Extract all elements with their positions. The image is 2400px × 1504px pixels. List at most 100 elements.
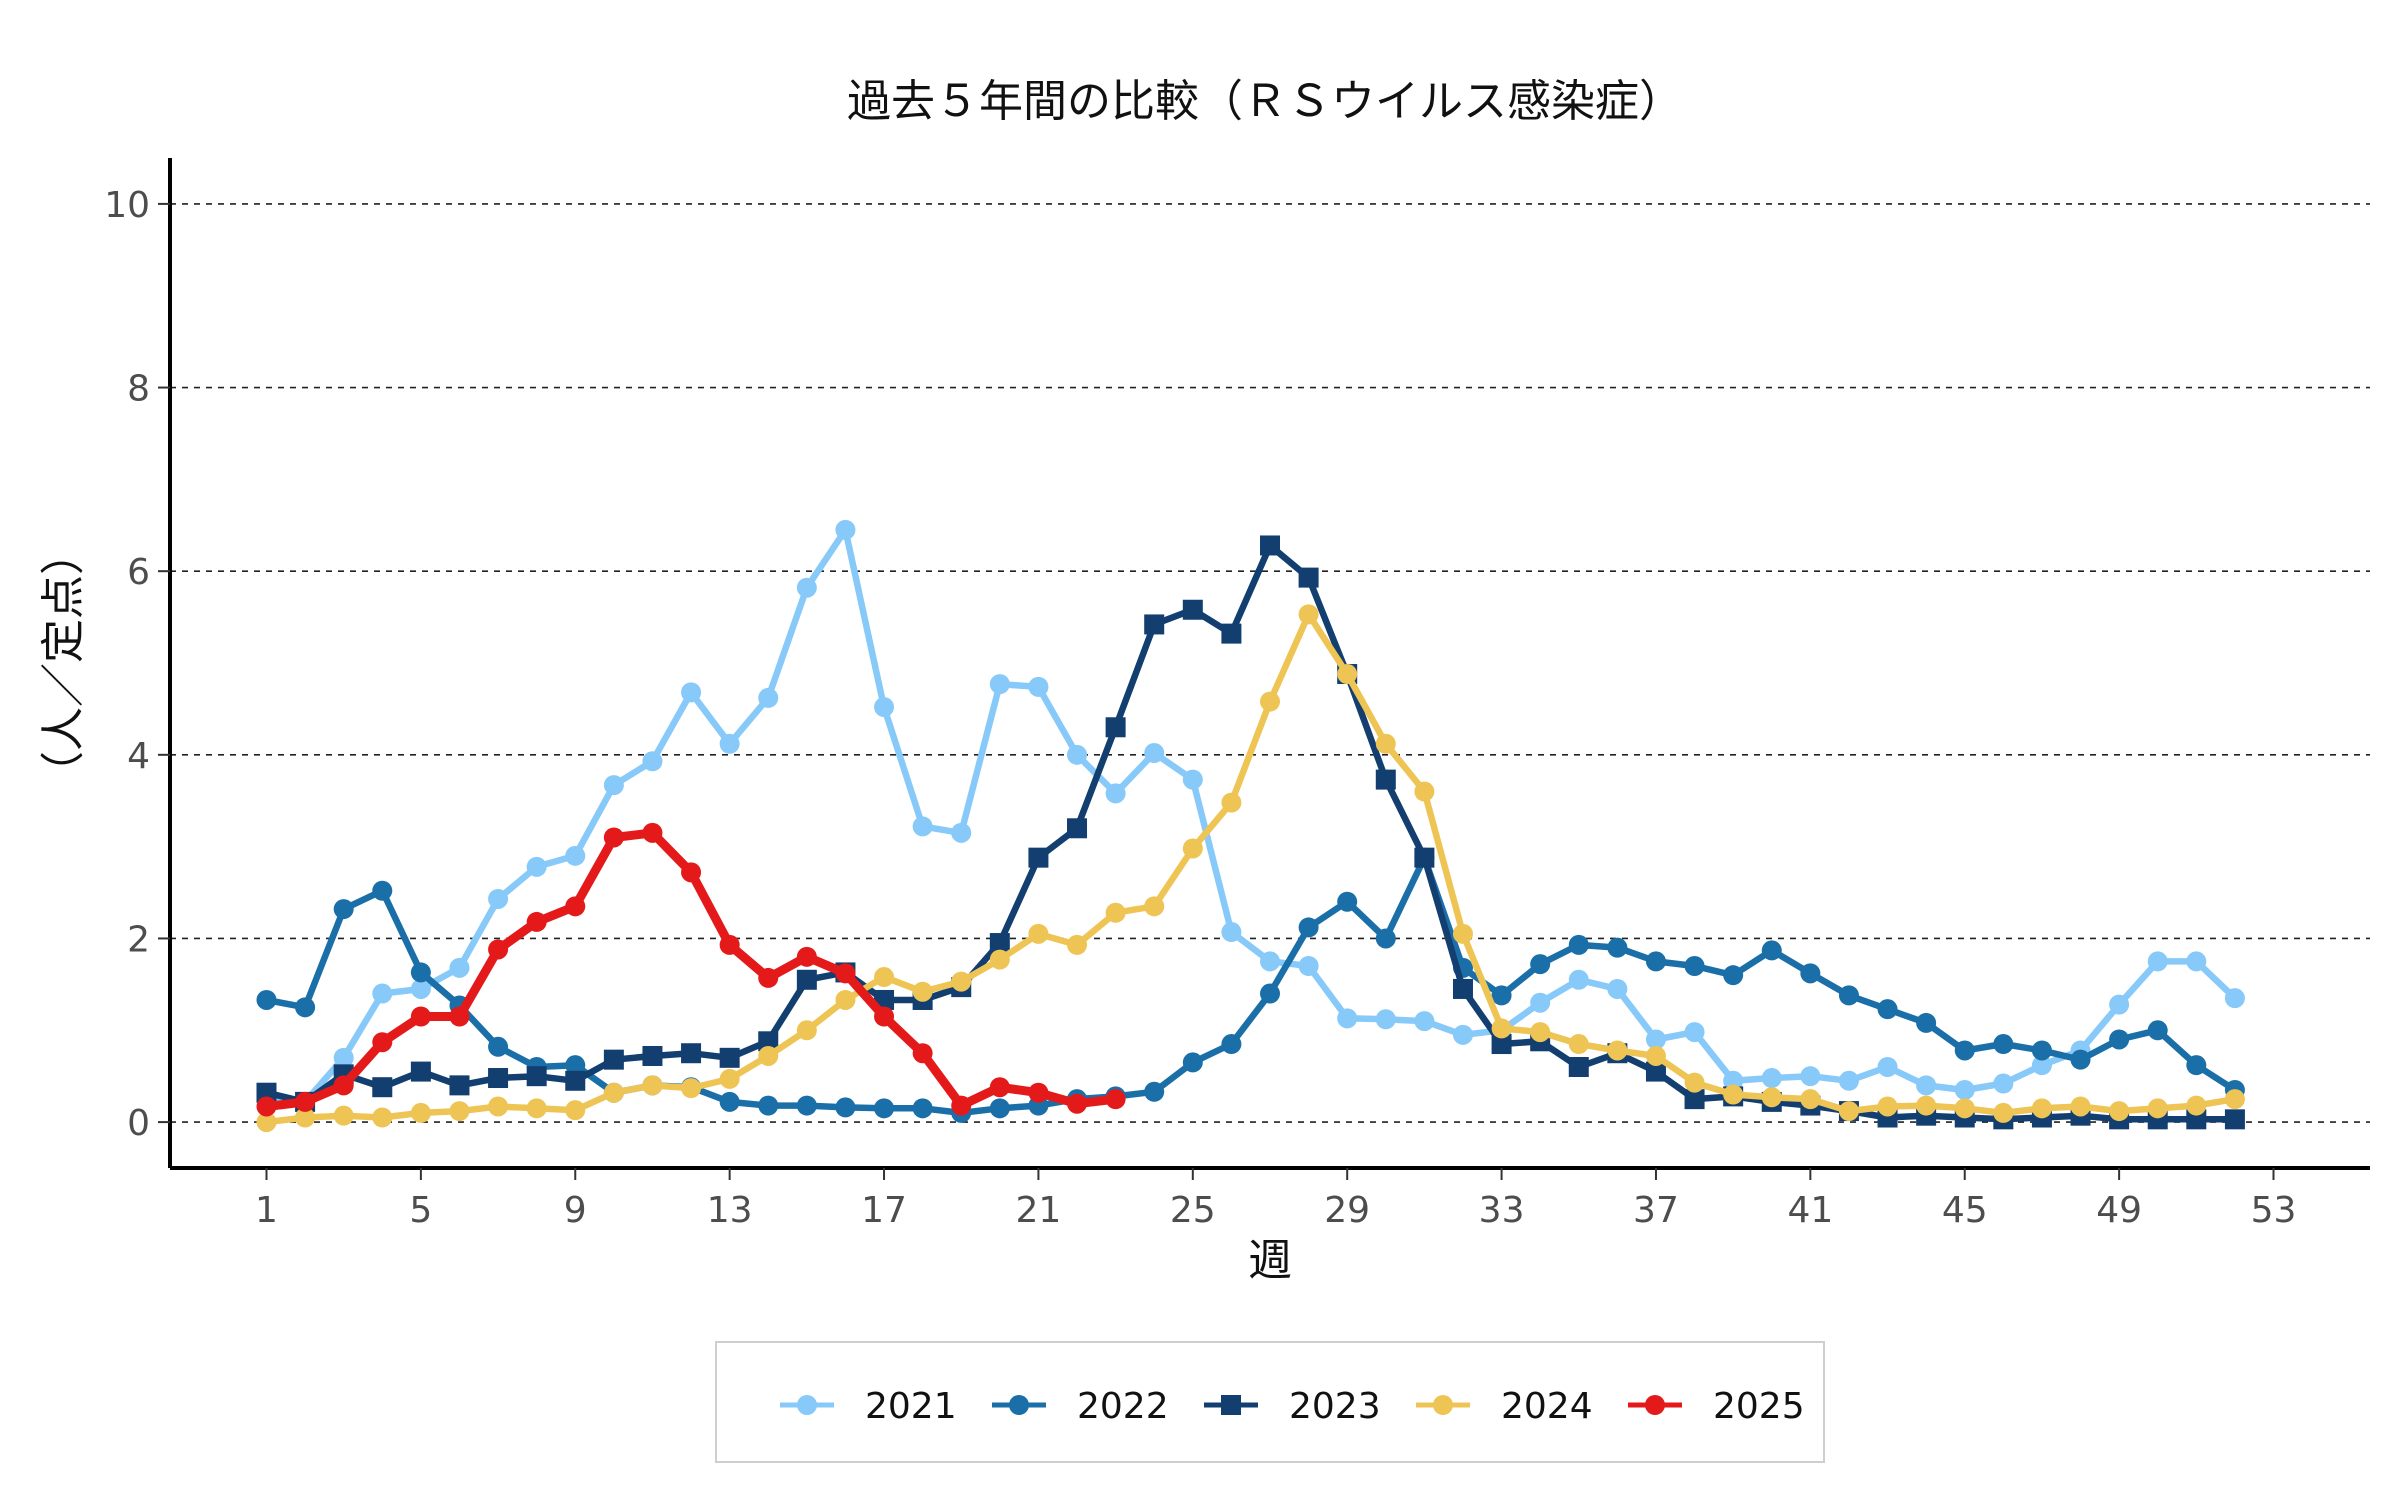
data-point-2022 [333, 899, 354, 920]
data-point-2022 [719, 1091, 740, 1112]
x-tick-label: 13 [707, 1190, 753, 1231]
data-point-2025 [372, 1032, 393, 1053]
data-point-2021 [1182, 769, 1203, 790]
data-point-2025 [912, 1043, 933, 1064]
data-point-2021 [2186, 951, 2207, 972]
data-point-2024 [1144, 896, 1165, 917]
y-tick-label: 2 [127, 919, 150, 960]
data-point-2022 [1607, 937, 1628, 958]
series-line-2024 [263, 611, 2239, 1126]
data-point-2021 [1645, 1029, 1666, 1050]
legend-item-2023: 2023 [1204, 1386, 1381, 1427]
data-point-2022 [256, 989, 277, 1010]
data-point-2022 [372, 880, 393, 901]
data-point-2022 [835, 1097, 856, 1118]
data-point-2024 [1375, 733, 1396, 754]
data-point-2024 [526, 1098, 547, 1119]
x-tick-label: 5 [409, 1190, 432, 1231]
axes [168, 158, 2370, 1170]
data-point-2024 [1337, 664, 1358, 685]
data-point-2024 [951, 971, 972, 992]
x-axis-label: 週 [1248, 1235, 1292, 1286]
data-point-2021 [1954, 1079, 1975, 1100]
data-point-2021 [1144, 742, 1165, 763]
data-point-2022 [1993, 1034, 2014, 1055]
data-point-2022 [2147, 1020, 2168, 1041]
data-point-2024 [2224, 1089, 2245, 1110]
data-point-2025 [449, 1006, 470, 1027]
data-point-2021 [758, 687, 779, 708]
data-point-2024 [1028, 923, 1049, 944]
data-point-2023 [256, 1082, 277, 1103]
data-point-2021 [1838, 1070, 1859, 1091]
data-point-2024 [256, 1112, 277, 1133]
data-point-2022 [1645, 951, 1666, 972]
data-point-2021 [1607, 978, 1628, 999]
data-point-2024 [372, 1107, 393, 1128]
data-point-2024 [2109, 1101, 2130, 1122]
data-point-2022 [989, 1098, 1010, 1119]
legend-items: 2021 2022 2023 2024 2025 [780, 1386, 1805, 1427]
data-point-2024 [1067, 934, 1088, 955]
data-point-2024 [449, 1101, 470, 1122]
data-point-2024 [488, 1096, 509, 1117]
data-point-2024 [1298, 604, 1319, 625]
data-point-2023 [796, 969, 817, 990]
data-point-2024 [1105, 902, 1126, 923]
data-point-2022 [1530, 954, 1551, 975]
data-point-2022 [1144, 1081, 1165, 1102]
data-point-2022 [1298, 917, 1319, 938]
data-point-2024 [2147, 1098, 2168, 1119]
y-tick-label: 4 [127, 736, 150, 777]
data-point-2024 [1568, 1034, 1589, 1055]
x-tick-label: 37 [1633, 1190, 1679, 1231]
data-point-2023 [1028, 847, 1049, 868]
data-point-2022 [1877, 999, 1898, 1020]
x-tick-label: 49 [2096, 1190, 2142, 1231]
data-point-2022 [488, 1036, 509, 1057]
data-point-2024 [758, 1045, 779, 1066]
data-point-2021 [1221, 922, 1242, 943]
data-point-2023 [1221, 623, 1242, 644]
data-point-2023 [758, 1031, 779, 1052]
data-point-2024 [642, 1075, 663, 1096]
data-point-2021 [1916, 1075, 1937, 1096]
data-point-2021 [603, 775, 624, 796]
legend-label: 2025 [1713, 1386, 1805, 1427]
data-point-2022 [1221, 1034, 1242, 1055]
legend-marker [1645, 1395, 1665, 1415]
data-point-2022 [1800, 963, 1821, 984]
data-point-2021 [488, 888, 509, 909]
data-point-2022 [1375, 928, 1396, 949]
x-tick-label: 41 [1787, 1190, 1833, 1231]
data-point-2021 [526, 856, 547, 877]
data-point-2024 [1182, 838, 1203, 859]
data-point-2025 [410, 1006, 431, 1027]
legend-label: 2022 [1077, 1386, 1169, 1427]
data-point-2022 [2070, 1049, 2091, 1070]
legend-box [715, 1341, 1825, 1463]
data-point-2024 [1530, 1022, 1551, 1043]
data-point-2024 [1684, 1072, 1705, 1093]
legend-marker [1433, 1395, 1453, 1415]
data-point-2021 [1414, 1011, 1435, 1032]
x-tick-label: 53 [2251, 1190, 2297, 1231]
data-point-2025 [642, 822, 663, 843]
data-point-2025 [1028, 1082, 1049, 1103]
data-point-2022 [2031, 1040, 2052, 1061]
data-point-2025 [758, 967, 779, 988]
data-point-2021 [874, 697, 895, 718]
data-point-2021 [1761, 1068, 1782, 1089]
data-point-2024 [410, 1102, 431, 1123]
data-point-2024 [2186, 1095, 2207, 1116]
data-point-2024 [874, 967, 895, 988]
data-point-2024 [1221, 792, 1242, 813]
data-point-2023 [1260, 535, 1280, 556]
series-line-2021 [263, 526, 2239, 1106]
data-point-2021 [642, 751, 663, 772]
data-point-2021 [2109, 994, 2130, 1015]
data-point-2025 [719, 934, 740, 955]
data-point-2025 [951, 1095, 972, 1116]
data-point-2021 [912, 816, 933, 837]
x-tick-label: 45 [1942, 1190, 1988, 1231]
